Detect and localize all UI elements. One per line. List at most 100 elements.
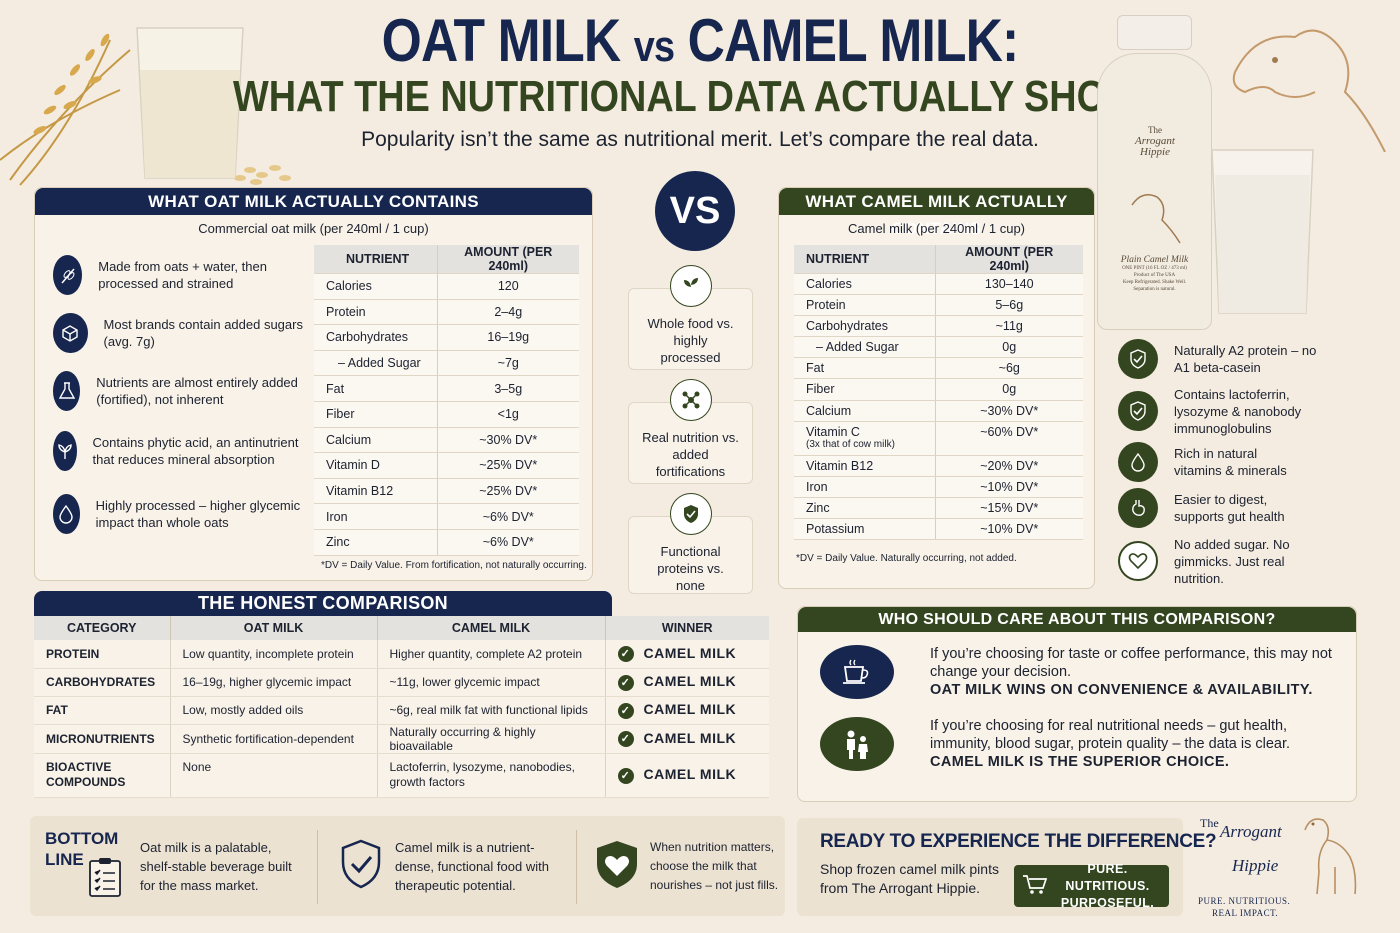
shield-check-icon (338, 838, 384, 895)
nutrient-cell: Vitamin B12 (794, 455, 935, 477)
table-row: – Added Sugar ~7g (314, 350, 579, 377)
who-item: If you’re choosing for taste or coffee p… (820, 645, 1350, 699)
table-row: Protein 5–6g (794, 294, 1083, 317)
nutrient-name: Iron (806, 479, 828, 494)
oat-feature-text: Nutrients are almost entirely added (for… (96, 375, 298, 407)
camel-features: Naturally A2 protein – no A1 beta-casein… (1118, 335, 1398, 591)
family-icon (820, 717, 894, 771)
nutrient-name: Fat (314, 375, 437, 402)
nutrient-amount: ~6% DV* (436, 529, 579, 556)
wheat-icon (53, 255, 83, 295)
table-row: Iron ~6% DV* (314, 503, 579, 530)
table-row: Fat ~6g (794, 357, 1083, 380)
logo-line1: The (1200, 816, 1219, 830)
bottle-small4: Separation is natural. (1133, 287, 1176, 292)
oat-feature: Contains phytic acid, an antinutrient th… (53, 420, 323, 482)
table-row: Carbohydrates 16–19g (314, 324, 579, 351)
nutrient-name: Iron (314, 503, 437, 530)
bottle-label: Plain Camel Milk (1120, 255, 1189, 265)
oat-illustration (0, 10, 300, 190)
nutrient-amount: ~7g (436, 350, 579, 377)
table-header: AMOUNT (PER 240ml) (934, 245, 1083, 274)
cta-text: Shop frozen camel milk pints from The Ar… (820, 861, 999, 896)
bottle-brand-line3: Hippie (1140, 146, 1170, 158)
table-header: CATEGORY (34, 616, 171, 640)
winner-label: CAMEL MILK (643, 645, 737, 662)
nutrient-name: Calories (806, 277, 852, 291)
winner-cell: ✓ CAMEL MILK (605, 753, 769, 798)
comparison-row: MICRONUTRIENTS Synthetic fortification-de… (34, 724, 769, 754)
oat-feature: Made from oats + water, then processed a… (53, 246, 323, 304)
category-cell: MICRONUTRIENTS (34, 724, 171, 754)
camel-feature: No added sugar. No gimmicks. Just real n… (1118, 531, 1398, 591)
table-row: Protein 2–4g (314, 299, 579, 326)
shop-button[interactable]: PURE. NUTRITIOUS. PURPOSEFUL. (1014, 862, 1169, 910)
who-item: If you’re choosing for real nutritional … (820, 717, 1350, 771)
winner-cell: ✓ CAMEL MILK (605, 696, 769, 725)
camel-feature: Naturally A2 protein – no A1 beta-casein (1118, 335, 1398, 383)
camel-cell: ~11g, lower glycemic impact (377, 668, 606, 697)
nutrient-cell: Iron (794, 476, 935, 498)
nutrient-amount: ~20% DV* (934, 455, 1083, 477)
comparison-heading: THE HONEST COMPARISON (34, 591, 612, 616)
nutrient-name: Fiber (806, 382, 835, 397)
oat-cell: Synthetic fortification-dependent (170, 724, 378, 754)
camel-cell: Higher quantity, complete A2 protein (377, 640, 606, 669)
oat-features: Made from oats + water, then processed a… (53, 246, 323, 546)
camel-panel-subheading: Camel milk (per 240ml / 1 cup) (848, 221, 1025, 236)
coffee-cup-icon (820, 645, 894, 699)
winner-cell: ✓ CAMEL MILK (605, 668, 769, 697)
comparison-row: BIOACTIVE COMPOUNDS None Lactoferrin, lyso… (34, 753, 769, 798)
nutrient-amount: 120 (436, 273, 579, 300)
table-row: Calories 130–140 (794, 273, 1083, 296)
check-icon: ✓ (617, 731, 634, 748)
nutrient-name: Vitamin B12 (806, 458, 874, 473)
bottom-line-item-text: Oat milk is a palatable, shelf-stable be… (140, 840, 292, 893)
nutrient-name: Vitamin D (314, 452, 437, 479)
oat-feature-text: Contains phytic acid, an antinutrient th… (92, 435, 299, 467)
camel-nutrient-table: NUTRIENT AMOUNT (PER 240ml) Calories 130–… (794, 245, 1083, 541)
nutrient-name: Vitamin C (806, 424, 860, 439)
nutrient-amount: 130–140 (934, 273, 1083, 296)
camel-feature-text: Easier to digest, supports gut health (1174, 492, 1285, 524)
camel-feature-text: Contains lactoferrin, lysozyme & nanobod… (1174, 386, 1302, 436)
nutrient-name: Protein (806, 298, 846, 313)
table-row: Calories 120 (314, 273, 579, 300)
page-title: OAT MILK vs CAMEL MILK: (98, 6, 1302, 75)
check-icon: ✓ (617, 646, 634, 663)
table-row: – Added Sugar 0g (794, 336, 1083, 359)
sugar-cube-icon (53, 313, 88, 353)
nutrient-cell: Carbohydrates (794, 315, 935, 338)
drop-icon (53, 494, 80, 534)
nutrient-name: Zinc (806, 500, 830, 515)
camel-milk-bottle: The Arrogant Hippie Plain Camel Milk ONE… (1097, 15, 1212, 330)
center-item: Whole food vs. highly processed (628, 265, 753, 370)
table-header: CAMEL MILK (377, 616, 606, 640)
camel-feature-text: No added sugar. No gimmicks. Just real n… (1174, 536, 1290, 586)
title-vs: vs (633, 22, 675, 71)
nutrient-amount: ~10% DV* (934, 476, 1083, 498)
table-header: WINNER (605, 616, 769, 640)
nutrient-amount: ~10% DV* (934, 518, 1083, 541)
nutrient-name: Calcium (806, 403, 852, 418)
check-icon: ✓ (617, 767, 634, 784)
nutrient-name: Calcium (314, 427, 437, 454)
heart-icon (593, 838, 641, 895)
oat-feature: Most brands contain added sugars (avg. 7… (53, 304, 323, 362)
table-row: Iron ~10% DV* (794, 476, 1083, 498)
center-item-text: Functional proteins vs. none (657, 544, 724, 593)
table-row: Carbohydrates ~11g (794, 315, 1083, 338)
who-panel: WHO SHOULD CARE ABOUT THIS COMPARISON? I… (797, 606, 1357, 802)
nutrient-name: Potassium (806, 521, 865, 536)
heart-icon (1118, 541, 1158, 581)
winner-cell: ✓ CAMEL MILK (605, 724, 769, 754)
camel-panel-heading: WHAT CAMEL MILK ACTUALLY CONTAINS (779, 188, 1094, 238)
oat-feature-text: Highly processed – higher glycemic impac… (95, 498, 301, 530)
logo-tagline1: PURE. NUTRITIOUS. (1198, 896, 1291, 906)
nutrient-name: Carbohydrates (314, 324, 437, 351)
bottle-small2: Product of The USA (1133, 273, 1176, 278)
drop-icon (1118, 442, 1158, 482)
check-icon: ✓ (617, 702, 634, 719)
vs-badge: VS (655, 171, 735, 251)
oat-feature-text: Made from oats + water, then processed a… (98, 259, 267, 291)
